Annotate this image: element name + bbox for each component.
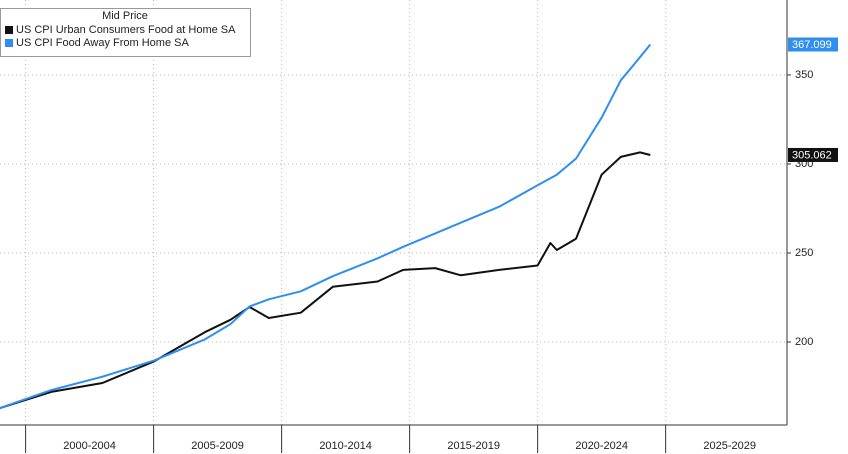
last-value-label: 367.099: [792, 39, 832, 51]
legend: Mid Price US CPI Urban Consumers Food at …: [0, 8, 251, 57]
x-tick-label: 2025-2029: [703, 440, 756, 452]
legend-title: Mid Price: [102, 10, 148, 22]
y-tick-label: 200: [795, 336, 813, 348]
x-tick-label: 2010-2014: [319, 440, 372, 452]
x-tick-label: 2005-2009: [191, 440, 244, 452]
legend-swatch: [5, 39, 13, 47]
series-line: [0, 43, 652, 410]
legend-swatch: [5, 26, 13, 34]
legend-label: US CPI Urban Consumers Food at Home SA: [16, 24, 236, 36]
y-tick-label: 250: [795, 247, 813, 259]
x-tick-label: 2015-2019: [447, 440, 500, 452]
x-tick-label: 2020-2024: [575, 440, 628, 452]
y-tick-label: 350: [795, 69, 813, 81]
last-value-tag: [788, 37, 838, 52]
legend-label: US CPI Food Away From Home SA: [16, 37, 189, 49]
series-line: [0, 151, 651, 410]
legend-box: [0, 8, 251, 57]
last-value-label: 305.062: [792, 149, 832, 161]
last-value-tag: [788, 147, 838, 162]
x-tick-label: 2000-2004: [63, 440, 116, 452]
